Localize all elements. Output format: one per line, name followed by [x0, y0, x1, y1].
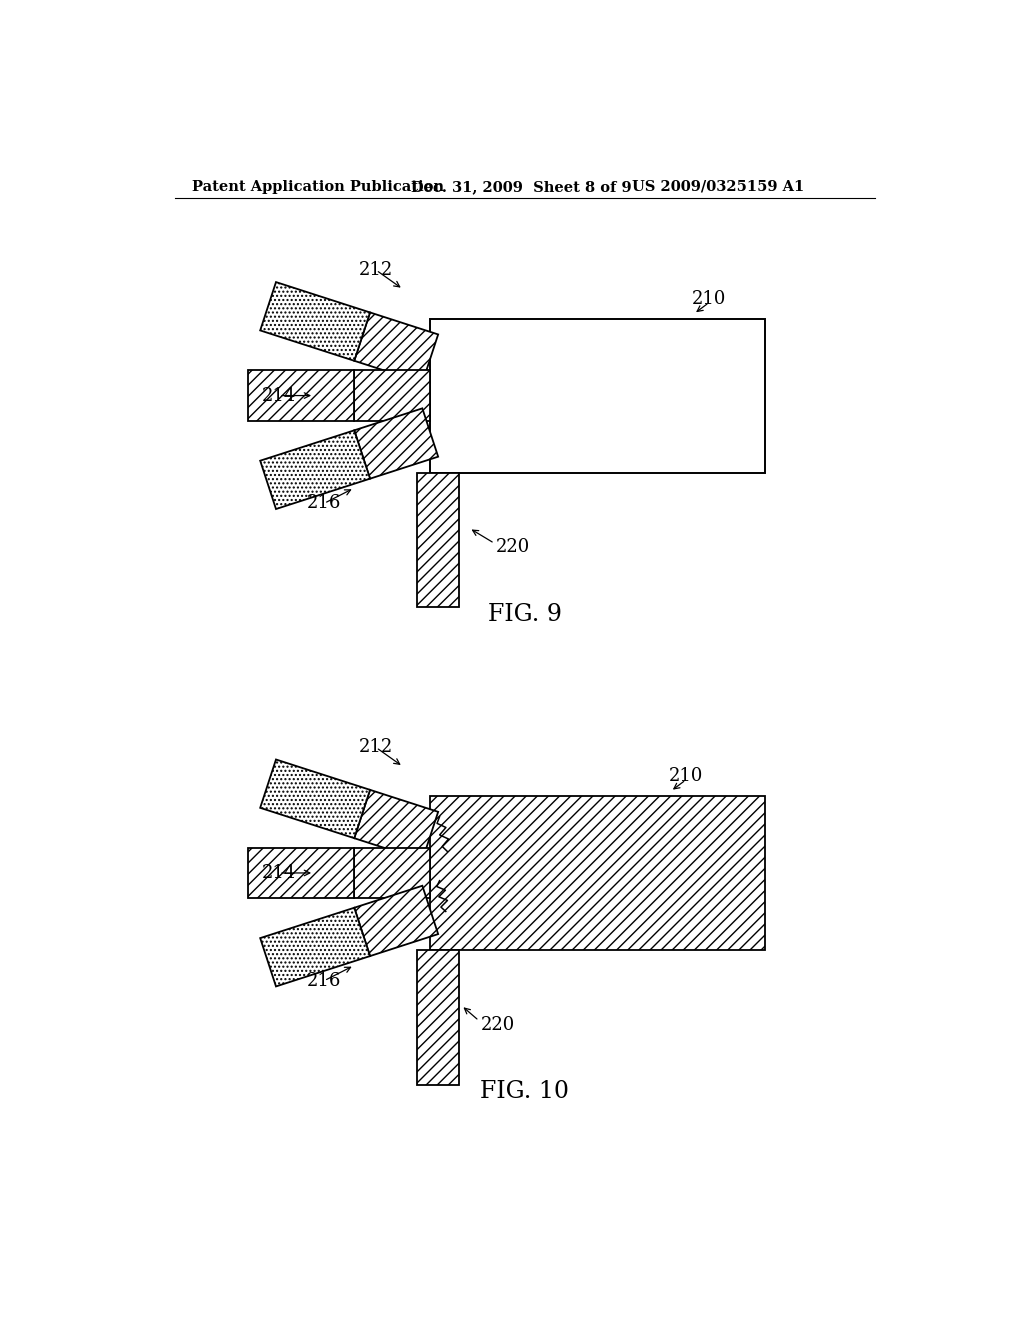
Text: 212: 212: [358, 261, 393, 279]
Text: 220: 220: [480, 1015, 515, 1034]
Polygon shape: [260, 282, 370, 360]
Polygon shape: [430, 796, 765, 950]
Text: Patent Application Publication: Patent Application Publication: [191, 180, 443, 194]
Polygon shape: [354, 886, 438, 956]
Polygon shape: [260, 908, 370, 986]
Text: 214: 214: [262, 865, 296, 882]
Text: 212: 212: [358, 738, 393, 756]
Text: 216: 216: [307, 972, 341, 990]
Polygon shape: [417, 950, 459, 1085]
Text: 216: 216: [307, 495, 341, 512]
Text: FIG. 10: FIG. 10: [480, 1080, 569, 1104]
Text: 214: 214: [262, 387, 296, 404]
Polygon shape: [260, 430, 370, 510]
Polygon shape: [354, 313, 438, 383]
Polygon shape: [248, 847, 353, 899]
Text: 220: 220: [496, 539, 530, 556]
Text: US 2009/0325159 A1: US 2009/0325159 A1: [632, 180, 804, 194]
Text: Dec. 31, 2009  Sheet 8 of 9: Dec. 31, 2009 Sheet 8 of 9: [411, 180, 632, 194]
Polygon shape: [260, 759, 370, 838]
Polygon shape: [417, 473, 459, 607]
Polygon shape: [354, 789, 438, 861]
Polygon shape: [248, 370, 353, 421]
Polygon shape: [353, 847, 430, 899]
Text: FIG. 9: FIG. 9: [487, 603, 562, 626]
Polygon shape: [353, 370, 430, 421]
Text: 210: 210: [692, 289, 726, 308]
Bar: [430, 318, 765, 473]
Polygon shape: [354, 408, 438, 479]
Text: 210: 210: [669, 767, 703, 785]
